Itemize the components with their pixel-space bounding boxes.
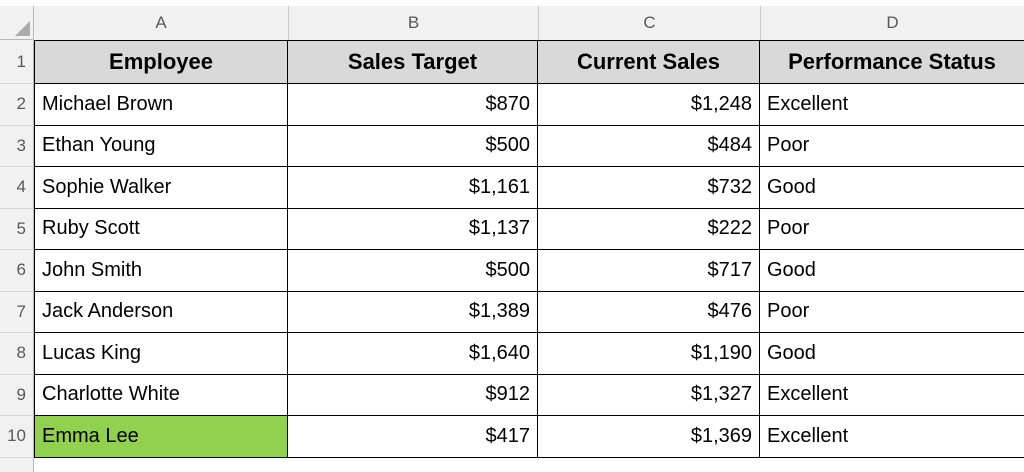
cell-sales-target[interactable]: $1,640 [288, 333, 538, 375]
cell-employee[interactable]: John Smith [34, 250, 288, 292]
cell-current-sales[interactable]: $1,248 [538, 84, 760, 126]
row-header[interactable]: 3 [0, 125, 34, 167]
cell-sales-target[interactable]: $1,161 [288, 167, 538, 209]
cell-employee[interactable]: Jack Anderson [34, 291, 288, 333]
column-header-a[interactable]: A [34, 6, 288, 40]
cell-current-sales[interactable]: $484 [538, 125, 760, 167]
cell-employee[interactable]: Ethan Young [34, 125, 288, 167]
row-header[interactable]: 6 [0, 250, 34, 292]
cell-current-sales[interactable]: $1,369 [538, 416, 760, 458]
row-header[interactable]: 7 [0, 291, 34, 333]
row-header-11-partial[interactable] [0, 457, 34, 472]
cell-sales-target[interactable]: $912 [288, 374, 538, 416]
select-all-triangle-icon [15, 21, 30, 36]
cell-current-sales[interactable]: $717 [538, 250, 760, 292]
table-row: 7 Jack Anderson $1,389 $476 Poor [0, 291, 1024, 333]
row-header-1[interactable]: 1 [0, 40, 34, 84]
header-cell-performance-status[interactable]: Performance Status [760, 40, 1024, 84]
cell-sales-target[interactable]: $870 [288, 84, 538, 126]
cell-performance-status[interactable]: Good [760, 250, 1024, 292]
cell-sales-target[interactable]: $500 [288, 125, 538, 167]
table-row: 3 Ethan Young $500 $484 Poor [0, 125, 1024, 167]
cell-employee[interactable]: Michael Brown [34, 84, 288, 126]
table-row: 6 John Smith $500 $717 Good [0, 250, 1024, 292]
row-header[interactable]: 9 [0, 374, 34, 416]
cell-current-sales[interactable]: $732 [538, 167, 760, 209]
column-header-b[interactable]: B [288, 6, 538, 40]
table-row: 5 Ruby Scott $1,137 $222 Poor [0, 208, 1024, 250]
cell-sales-target[interactable]: $1,137 [288, 208, 538, 250]
table-row: 2 Michael Brown $870 $1,248 Excellent [0, 84, 1024, 126]
header-cell-current-sales[interactable]: Current Sales [538, 40, 760, 84]
cell-current-sales[interactable]: $1,190 [538, 333, 760, 375]
row-header[interactable]: 5 [0, 208, 34, 250]
cell-performance-status[interactable]: Excellent [760, 374, 1024, 416]
cell-performance-status[interactable]: Good [760, 333, 1024, 375]
table-row: 10 Emma Lee $417 $1,369 Excellent [0, 416, 1024, 458]
cell-current-sales[interactable]: $476 [538, 291, 760, 333]
cell-employee[interactable]: Sophie Walker [34, 167, 288, 209]
select-all-button[interactable] [0, 6, 34, 40]
row-header[interactable]: 4 [0, 167, 34, 209]
cell-performance-status[interactable]: Poor [760, 125, 1024, 167]
table-row: 4 Sophie Walker $1,161 $732 Good [0, 167, 1024, 209]
row-header[interactable]: 2 [0, 84, 34, 126]
column-header-d[interactable]: D [760, 6, 1024, 40]
header-cell-sales-target[interactable]: Sales Target [288, 40, 538, 84]
table-row: 8 Lucas King $1,640 $1,190 Good [0, 333, 1024, 375]
table-row: 9 Charlotte White $912 $1,327 Excellent [0, 374, 1024, 416]
row-header[interactable]: 10 [0, 416, 34, 458]
cell-employee[interactable]: Emma Lee [34, 416, 288, 458]
cell-performance-status[interactable]: Excellent [760, 84, 1024, 126]
cell-employee[interactable]: Ruby Scott [34, 208, 288, 250]
cell-sales-target[interactable]: $417 [288, 416, 538, 458]
cell-current-sales[interactable]: $1,327 [538, 374, 760, 416]
header-cell-employee[interactable]: Employee [34, 40, 288, 84]
sheet-rows: 2 Michael Brown $870 $1,248 Excellent 3 … [0, 84, 1024, 458]
cell-sales-target[interactable]: $1,389 [288, 291, 538, 333]
table-header-row: 1 Employee Sales Target Current Sales Pe… [0, 40, 1024, 84]
column-header-strip: A B C D [0, 6, 1024, 40]
cell-employee[interactable]: Charlotte White [34, 374, 288, 416]
cell-performance-status[interactable]: Poor [760, 291, 1024, 333]
column-header-c[interactable]: C [538, 6, 760, 40]
cell-current-sales[interactable]: $222 [538, 208, 760, 250]
cell-sales-target[interactable]: $500 [288, 250, 538, 292]
cell-performance-status[interactable]: Excellent [760, 416, 1024, 458]
cell-employee[interactable]: Lucas King [34, 333, 288, 375]
cell-performance-status[interactable]: Poor [760, 208, 1024, 250]
partial-row-11 [0, 457, 1024, 472]
row-header[interactable]: 8 [0, 333, 34, 375]
cell-performance-status[interactable]: Good [760, 167, 1024, 209]
